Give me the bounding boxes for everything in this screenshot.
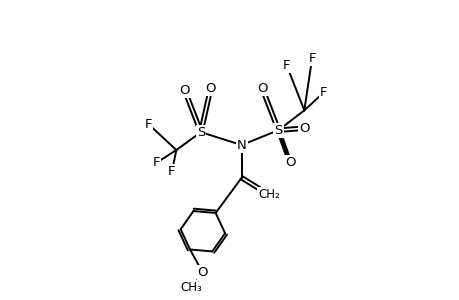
- Text: O: O: [205, 82, 215, 95]
- Text: F: F: [145, 118, 152, 131]
- Text: S: S: [274, 124, 282, 137]
- Text: F: F: [319, 86, 327, 99]
- Text: O: O: [284, 156, 295, 170]
- Text: F: F: [308, 52, 315, 65]
- Text: F: F: [152, 156, 160, 170]
- Text: F: F: [282, 59, 290, 72]
- Text: CH₂: CH₂: [257, 188, 279, 201]
- Text: O: O: [197, 266, 207, 279]
- Text: CH₃: CH₃: [180, 281, 202, 294]
- Text: O: O: [179, 84, 190, 97]
- Text: S: S: [196, 126, 205, 139]
- Text: F: F: [168, 165, 175, 178]
- Text: N: N: [236, 139, 246, 152]
- Text: O: O: [257, 82, 267, 95]
- Text: O: O: [298, 122, 309, 135]
